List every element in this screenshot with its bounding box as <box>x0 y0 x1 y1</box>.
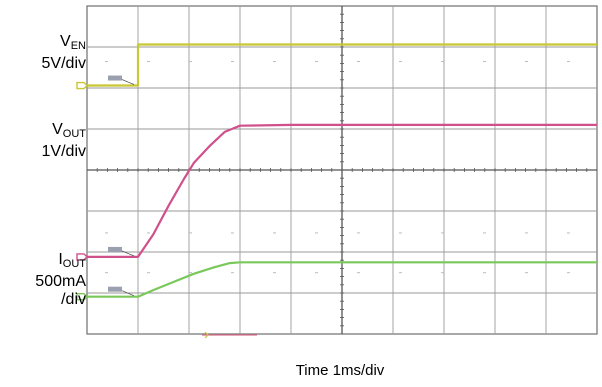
trace-vout <box>87 123 597 258</box>
trace-tag-leader-vout <box>121 250 135 257</box>
trace-tag-iout <box>108 286 122 292</box>
label-iout: IOUT 500mA /div <box>35 251 86 308</box>
label-vout: VOUT 1V/div <box>41 121 86 160</box>
trace-iout <box>87 261 597 298</box>
waveform-traces <box>87 43 597 298</box>
trace-tag-leader-iout <box>121 290 135 297</box>
trace-tag-leader-ven <box>121 79 135 85</box>
channel-markers <box>76 61 570 339</box>
trace-tag-vout <box>108 246 122 252</box>
trigger-marker-arrow <box>204 331 209 339</box>
trace-ven <box>87 43 597 87</box>
label-ven: VEN 5V/div <box>41 33 86 72</box>
channel-ground-marker-iout <box>76 292 88 301</box>
channel-ground-marker-vout <box>76 253 88 261</box>
center-axis-ticks <box>96 13 588 327</box>
x-axis-label: Time 1ms/div <box>295 362 385 379</box>
channel-ground-marker-ven <box>76 81 88 90</box>
trace-tag-ven <box>108 75 122 81</box>
